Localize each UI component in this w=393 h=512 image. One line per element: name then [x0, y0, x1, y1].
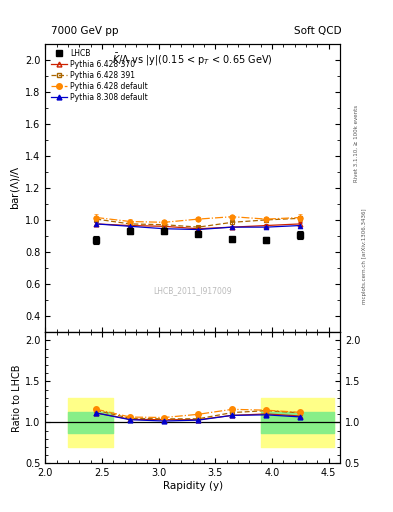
Text: Rivet 3.1.10, ≥ 100k events: Rivet 3.1.10, ≥ 100k events [354, 105, 359, 182]
X-axis label: Rapidity (y): Rapidity (y) [163, 481, 222, 491]
Text: $\bar{K}/\Lambda$ vs |y|(0.15 < p$_T$ < 0.65 GeV): $\bar{K}/\Lambda$ vs |y|(0.15 < p$_T$ < … [112, 52, 273, 68]
Text: LHCB_2011_I917009: LHCB_2011_I917009 [153, 286, 232, 294]
Y-axis label: bar($\Lambda$)/$\Lambda$: bar($\Lambda$)/$\Lambda$ [9, 165, 22, 210]
Text: 7000 GeV pp: 7000 GeV pp [51, 26, 119, 36]
Text: mcplots.cern.ch [arXiv:1306.3436]: mcplots.cern.ch [arXiv:1306.3436] [362, 208, 367, 304]
Text: Soft QCD: Soft QCD [294, 26, 342, 36]
Legend: LHCB, Pythia 6.428 370, Pythia 6.428 391, Pythia 6.428 default, Pythia 8.308 def: LHCB, Pythia 6.428 370, Pythia 6.428 391… [48, 47, 151, 104]
Y-axis label: Ratio to LHCB: Ratio to LHCB [12, 364, 22, 432]
